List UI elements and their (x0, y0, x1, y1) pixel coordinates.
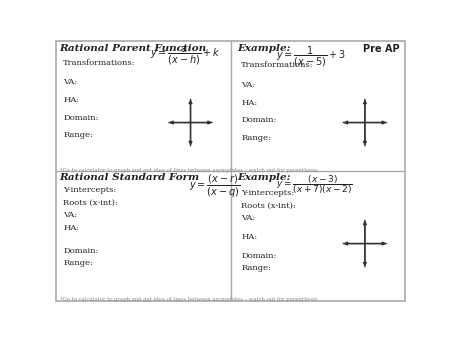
Text: Domain:: Domain: (63, 247, 99, 255)
Text: VA:: VA: (63, 78, 77, 86)
Text: Example:: Example: (238, 45, 291, 53)
Text: VA:: VA: (241, 214, 255, 222)
Text: Rational Standard Form: Rational Standard Form (60, 173, 200, 182)
Text: Roots (x-int):: Roots (x-int): (241, 201, 296, 210)
Text: HA:: HA: (63, 96, 80, 104)
Text: Y-intercepts:: Y-intercepts: (241, 189, 294, 197)
Text: $y=\dfrac{(x-3)}{(x+7)(x-2)}$: $y=\dfrac{(x-3)}{(x+7)(x-2)}$ (276, 173, 353, 196)
Text: $y=\dfrac{1}{(x-5)}+3$: $y=\dfrac{1}{(x-5)}+3$ (276, 45, 346, 69)
Text: Transformations:: Transformations: (63, 59, 136, 67)
Text: *Go to calculator to graph and get idea of lines between asymptotes – watch out : *Go to calculator to graph and get idea … (60, 297, 317, 302)
Text: Range:: Range: (241, 134, 271, 142)
Text: Range:: Range: (241, 264, 271, 272)
Text: Domain:: Domain: (241, 116, 276, 124)
Text: HA:: HA: (241, 99, 257, 106)
Text: Pre AP: Pre AP (363, 45, 400, 54)
Text: Y-intercepts:: Y-intercepts: (63, 186, 117, 194)
Text: *Go to calculator to graph and get idea of lines between asymptotes – watch out : *Go to calculator to graph and get idea … (60, 168, 317, 173)
Text: Domain:: Domain: (241, 252, 276, 260)
Text: $y=\dfrac{a}{(x-h)}+k$: $y=\dfrac{a}{(x-h)}+k$ (150, 45, 221, 67)
Text: Rational Parent Function: Rational Parent Function (60, 45, 207, 53)
Text: Roots (x-int):: Roots (x-int): (63, 199, 118, 207)
Text: Domain:: Domain: (63, 114, 99, 122)
Text: $y=\dfrac{(x-r)}{(x-q)}$: $y=\dfrac{(x-r)}{(x-q)}$ (189, 173, 240, 200)
Text: Range:: Range: (63, 131, 93, 139)
Text: VA:: VA: (241, 81, 255, 89)
Text: HA:: HA: (63, 224, 80, 232)
Text: Example:: Example: (238, 173, 291, 182)
Text: Range:: Range: (63, 259, 93, 267)
Text: Transformations:: Transformations: (241, 62, 314, 69)
Text: HA:: HA: (241, 233, 257, 241)
Text: VA:: VA: (63, 211, 77, 219)
